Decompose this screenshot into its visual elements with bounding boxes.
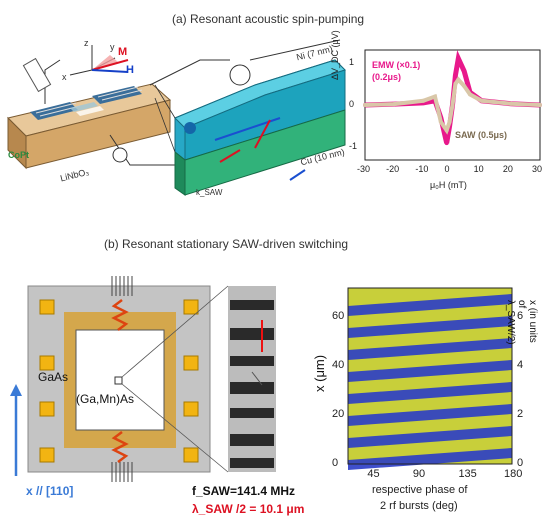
- plot-b-xtick: 180: [504, 468, 523, 480]
- plot-b-ytick-right: 6: [517, 310, 524, 323]
- series-point-0: [453, 73, 458, 78]
- plot-b-ytick-left: 60: [332, 310, 345, 323]
- series-point-1: [468, 92, 472, 97]
- plot-a-xtick: 30: [532, 164, 543, 174]
- cofe-label: CoPt: [8, 150, 29, 160]
- plot-b-ylabel: x (μm): [312, 354, 327, 392]
- series-point-1: [450, 103, 455, 107]
- series-point-1: [421, 98, 426, 103]
- plot-a-xtick: -30: [357, 164, 371, 174]
- m-label: M: [118, 46, 128, 58]
- legend-emw-time: (0.2μs): [372, 72, 402, 82]
- series-point-0: [444, 141, 449, 146]
- plot-b-ytick-left: 20: [332, 408, 345, 421]
- gaas-label: GaAs: [38, 370, 69, 384]
- series-point-1: [392, 102, 397, 107]
- legend-saw: SAW (0.5μs): [455, 130, 508, 140]
- y-label: y: [110, 42, 115, 52]
- series-point-1: [438, 119, 443, 124]
- plot-a-ytick: -1: [349, 141, 358, 152]
- plot-b-ytick-left: 0: [332, 457, 339, 469]
- h-label: H: [126, 64, 134, 76]
- series-point-1: [538, 103, 542, 107]
- lambda-label: λ_SAW /2 = 10.1 μm: [192, 502, 305, 516]
- panel-a-title: (a) Resonant acoustic spin-pumping: [172, 12, 365, 26]
- series-point-0: [462, 69, 467, 74]
- series-point-1: [456, 77, 461, 82]
- idt-top: [111, 276, 133, 296]
- antenna-icon: [22, 57, 52, 93]
- series-point-1: [479, 98, 484, 103]
- plot-b-ytick-right: 0: [517, 457, 524, 469]
- idt-bottom: [111, 462, 133, 482]
- series-point-1: [363, 103, 367, 107]
- heatmap-stripe: [348, 316, 512, 338]
- plot-b-xlabel-1: respective phase of: [372, 484, 468, 496]
- series-point-1: [462, 83, 467, 88]
- plot-b-xtick: 135: [458, 468, 477, 480]
- heatmap-stripe: [348, 338, 512, 360]
- heatmap-stripe: [348, 404, 512, 426]
- plot-b-frame: [347, 287, 513, 465]
- saw-wave: [70, 102, 104, 116]
- heatmap-stripe: [348, 360, 512, 382]
- plot-b-ytick-left: 40: [332, 359, 345, 372]
- series-point-1: [508, 101, 513, 106]
- zoom-bilayer: [174, 59, 346, 196]
- plot-b-ytick-right: 2: [517, 408, 524, 421]
- plot-b-xlabel-2: 2 rf bursts (deg): [380, 500, 458, 512]
- plot-a-xtick: -20: [386, 164, 400, 174]
- plot-a-xtick: 0: [444, 164, 450, 174]
- freq-label: f_SAW=141.4 MHz: [192, 484, 296, 498]
- plot-a-ytick: 0: [349, 99, 355, 109]
- heatmap-stripe: [348, 426, 512, 448]
- x-label: x: [62, 72, 67, 82]
- ac-source-icon: [112, 147, 128, 163]
- series-point-0: [456, 56, 461, 61]
- rf-signal-top: [111, 299, 129, 331]
- series-point-1: [453, 81, 458, 86]
- plot-b-xtick: 45: [367, 468, 380, 480]
- series-point-1: [433, 94, 437, 99]
- heatmap-stripe: [348, 294, 512, 316]
- panel-b-title: (b) Resonant stationary SAW-driven switc…: [104, 237, 349, 251]
- substrate-front: [25, 99, 171, 169]
- direction-label: x // [110]: [26, 484, 74, 498]
- plot-b-xtick: 90: [412, 468, 426, 480]
- plot-b-ytick-right: 4: [517, 359, 524, 372]
- gamnas-label: (Ga,Mn)As: [76, 392, 135, 406]
- series-point-1: [447, 119, 452, 124]
- plot-a-xlabel: μ₀H (mT): [430, 180, 467, 190]
- rf-signal-bottom: [111, 431, 129, 463]
- heatmap-stripe: [348, 382, 512, 404]
- z-label: z: [84, 38, 89, 48]
- idt-right: [92, 86, 143, 104]
- plot-a-ytick: 1: [349, 56, 355, 67]
- plot-a-xtick: 10: [473, 164, 484, 174]
- voltmeter-icon: [229, 64, 251, 86]
- legend-emw: EMW (×0.1): [372, 60, 421, 70]
- plot-a-xtick: -10: [415, 164, 429, 174]
- axes-icon: [69, 45, 129, 76]
- plot-a-xtick: 20: [502, 164, 513, 174]
- k-saw-label: k_SAW: [196, 188, 223, 197]
- series-point-1: [444, 128, 449, 133]
